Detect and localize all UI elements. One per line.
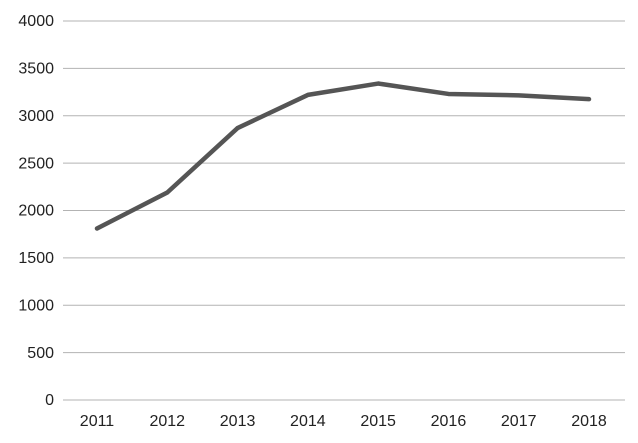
y-tick-label: 3500 xyxy=(18,61,54,78)
y-tick-label: 2500 xyxy=(18,155,54,172)
x-axis-ticks: 2011 2012 2013 2014 2015 2016 2017 2018 xyxy=(80,413,607,430)
y-tick-label: 3000 xyxy=(18,108,54,125)
series-group xyxy=(94,81,592,231)
y-tick-label: 1500 xyxy=(18,250,54,267)
y-tick-label: 0 xyxy=(45,392,54,409)
x-tick-label: 2013 xyxy=(220,413,256,430)
x-tick-label: 2011 xyxy=(80,413,115,430)
x-tick-label: 2017 xyxy=(501,413,537,430)
y-axis-ticks: 0 500 1000 1500 2000 2500 3000 3500 4000 xyxy=(18,13,54,409)
x-tick-label: 2018 xyxy=(571,413,607,430)
y-tick-label: 1000 xyxy=(18,297,54,314)
x-tick-label: 2014 xyxy=(290,413,326,430)
x-tick-label: 2016 xyxy=(431,413,467,430)
y-tick-label: 4000 xyxy=(18,13,54,30)
y-tick-label: 500 xyxy=(27,345,54,362)
gridlines xyxy=(63,20,625,401)
series-line xyxy=(94,81,592,231)
y-tick-label: 2000 xyxy=(18,203,54,220)
x-tick-label: 2015 xyxy=(360,413,396,430)
x-tick-label: 2012 xyxy=(149,413,185,430)
